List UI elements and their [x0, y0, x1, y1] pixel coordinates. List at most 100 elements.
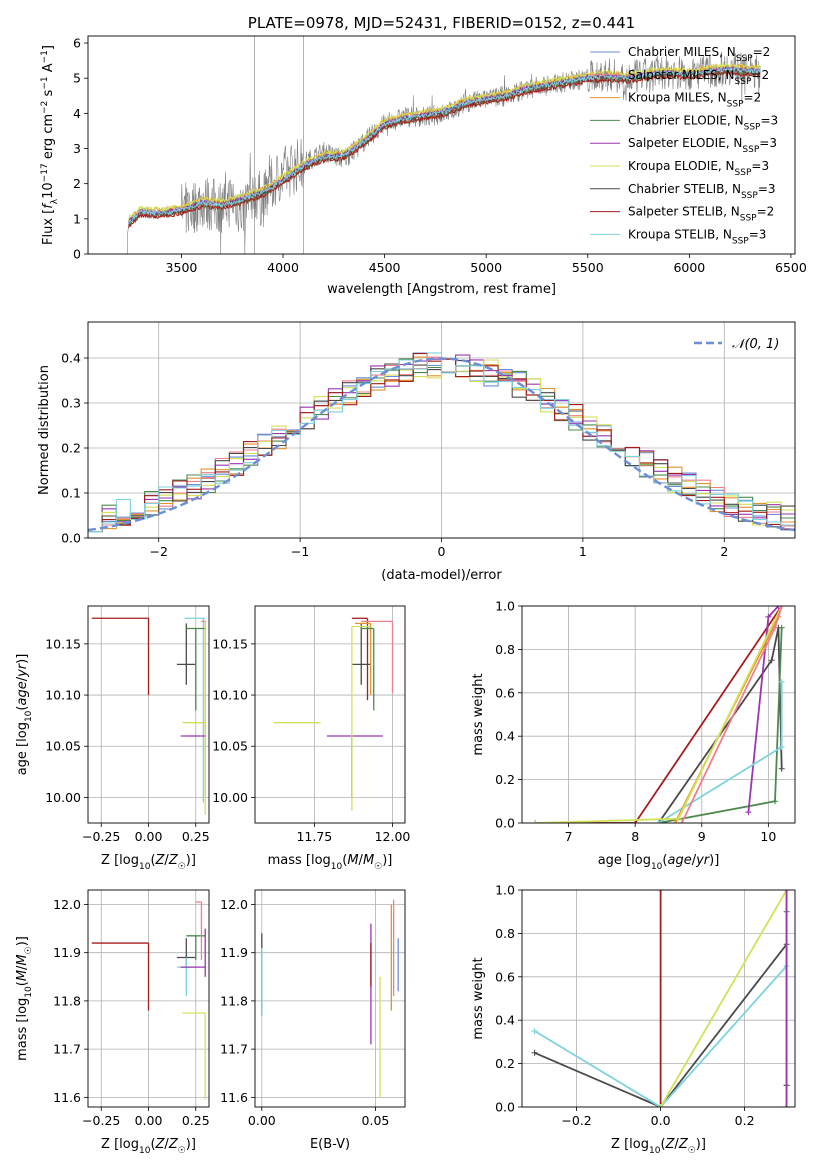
- panel-5: 7 8 9 10 0.0 0.2 0.4 0.6 0.8 1.0 age [log10(age/yr…: [471, 599, 796, 872]
- histogram-series: [88, 352, 795, 533]
- y-tick-label: 2: [73, 176, 81, 191]
- legend-entry: Chabrier ELODIE, NSSP=3: [628, 113, 778, 132]
- data-point-errorbar: [361, 627, 375, 711]
- y-tick-label: 12.0: [53, 897, 81, 912]
- data-point-errorbar: [326, 735, 384, 798]
- mass-weight-marker: [775, 606, 782, 609]
- y-tick-label: 12.0: [220, 897, 248, 912]
- axes: 7 8 9 10 0.0 0.2 0.4 0.6 0.8 1.0: [495, 599, 796, 844]
- mass-weight-marker: [678, 820, 685, 823]
- y-tick-label: 0.6: [495, 969, 515, 984]
- x-tick-label: −0.25: [82, 829, 120, 844]
- y-axis-label: mass weight: [471, 673, 486, 755]
- y-tick-label: 11.9: [220, 945, 248, 960]
- legend-entry: Salpeter STELIB, NSSP=2: [628, 205, 774, 224]
- y-tick-label: 0.2: [61, 441, 81, 456]
- y-tick-label: 0.2: [495, 772, 515, 787]
- x-tick-label: 6500: [775, 260, 807, 275]
- y-tick-label: 0.8: [495, 642, 515, 657]
- y-axis-label: mass weight: [471, 957, 486, 1039]
- x-tick-label: 4000: [267, 260, 299, 275]
- mass-weight-marker: [778, 606, 785, 609]
- y-axis-label: mass [log10(M/M☉)]: [15, 936, 34, 1061]
- x-tick-label: 5000: [470, 260, 502, 275]
- axes: 3500 4000 4500 5000 5500 6000 6500 0 1 2 3 4 5 6: [73, 36, 807, 275]
- grid-lines: [522, 889, 795, 1108]
- x-axis-label: Z [log10(Z/Z☉)]: [611, 1137, 706, 1156]
- mass-weight-marker: [657, 1104, 664, 1107]
- mass-weight-marker: [778, 765, 785, 772]
- grid-lines: [522, 605, 795, 824]
- chart-title: PLATE=0978, MJD=52431, FIBERID=0152, z=0…: [248, 14, 635, 32]
- panel-1: 3500 4000 4500 5000 5500 6000 6500 0 1 2 3 4 5 6 PLATE…: [40, 14, 807, 297]
- legend-entry: Chabrier STELIB, NSSP=3: [628, 182, 776, 201]
- data-point-errorbar: [184, 617, 206, 803]
- plot-area: [273, 617, 394, 811]
- mass-weight-marker: [657, 890, 664, 893]
- x-tick-label: 0.25: [182, 829, 210, 844]
- axes-frame: [521, 605, 796, 824]
- plot-area: [532, 606, 785, 823]
- y-tick-label: 0.6: [495, 685, 515, 700]
- mass-weight-marker: [772, 624, 779, 631]
- observed-spectrum-line: [124, 52, 761, 254]
- data-point-errorbar: [186, 627, 206, 711]
- x-tick-label: 0.0: [651, 1113, 671, 1128]
- x-tick-label: 8: [631, 829, 639, 844]
- axes: −0.25 0.00 0.25 11.6 11.7 11.8 11.9 12.0: [53, 889, 210, 1128]
- data-point-errorbar: [91, 942, 150, 1011]
- mass-weight-marker: [778, 744, 785, 751]
- x-tick-label: 2: [720, 544, 728, 559]
- mass-weight-marker: [632, 820, 639, 823]
- legend: Chabrier MILES, NSSP=2 Salpeter MILES, NS…: [590, 45, 778, 246]
- axes-frame: [521, 889, 796, 1108]
- y-tick-label: 3: [73, 141, 81, 156]
- normal-reference-curve: [88, 357, 795, 532]
- mass-weight-marker: [765, 613, 772, 620]
- y-tick-label: 0.2: [495, 1056, 515, 1071]
- plot-area: [261, 899, 399, 1098]
- y-tick-label: 0.4: [61, 351, 81, 366]
- y-tick-label: 0.4: [495, 729, 515, 744]
- panel-8: −0.2 0.0 0.2 0.0 0.2 0.4 0.6 0.8 1.0 Z [log10(Z/Z…: [471, 883, 796, 1156]
- panel-7: 0.00 0.05 11.6 11.7 11.8 11.9 12.0 E(B-V): [220, 889, 406, 1152]
- data-point-errorbar: [182, 620, 206, 815]
- x-tick-label: −0.2: [561, 1113, 591, 1128]
- legend-entry: Kroupa ELODIE, NSSP=3: [628, 159, 769, 178]
- plot-area: [91, 617, 206, 815]
- y-axis-label: age [log10(age/yr)]: [15, 654, 34, 776]
- grid-lines: [255, 890, 405, 1107]
- y-tick-label: 1.0: [495, 599, 515, 614]
- x-tick-label: 0.00: [248, 1113, 276, 1128]
- mass-weight-line: [535, 606, 783, 823]
- x-tick-label: 0.2: [735, 1113, 755, 1128]
- legend-entry: Kroupa STELIB, NSSP=3: [628, 227, 766, 246]
- data-point-errorbar: [195, 901, 203, 960]
- mass-weight-marker: [655, 820, 662, 823]
- y-tick-label: 11.8: [53, 993, 81, 1008]
- y-tick-label: 0.0: [495, 1100, 515, 1115]
- mass-weight-marker: [672, 820, 679, 823]
- axes-frame: [254, 889, 406, 1108]
- panel-3: −0.25 0.00 0.25 10.00 10.05 10.10 10.15 Z [log1…: [15, 605, 210, 872]
- y-tick-label: 4: [73, 106, 81, 121]
- mass-weight-marker: [778, 624, 785, 631]
- x-tick-label: 11.75: [296, 829, 332, 844]
- legend-entry: Chabrier MILES, NSSP=2: [628, 45, 770, 64]
- y-tick-label: 0.4: [495, 1013, 515, 1028]
- x-tick-label: 0.25: [182, 1113, 210, 1128]
- x-axis-label: wavelength [Angstrom, rest frame]: [327, 282, 556, 297]
- model-line: [128, 66, 761, 225]
- x-axis-label: E(B-V): [310, 1137, 350, 1152]
- y-tick-label: 10.05: [212, 739, 248, 754]
- model-line: [128, 70, 761, 229]
- mass-weight-marker: [778, 678, 785, 685]
- x-axis-label: Z [log10(Z/Z☉)]: [101, 1137, 196, 1156]
- y-tick-label: 10.05: [45, 739, 81, 754]
- mass-weight-marker: [675, 815, 682, 822]
- axes-frame: [87, 889, 210, 1108]
- x-tick-label: 0: [438, 544, 446, 559]
- data-point-errorbar: [182, 1012, 206, 1100]
- mass-weight-marker: [531, 1028, 538, 1035]
